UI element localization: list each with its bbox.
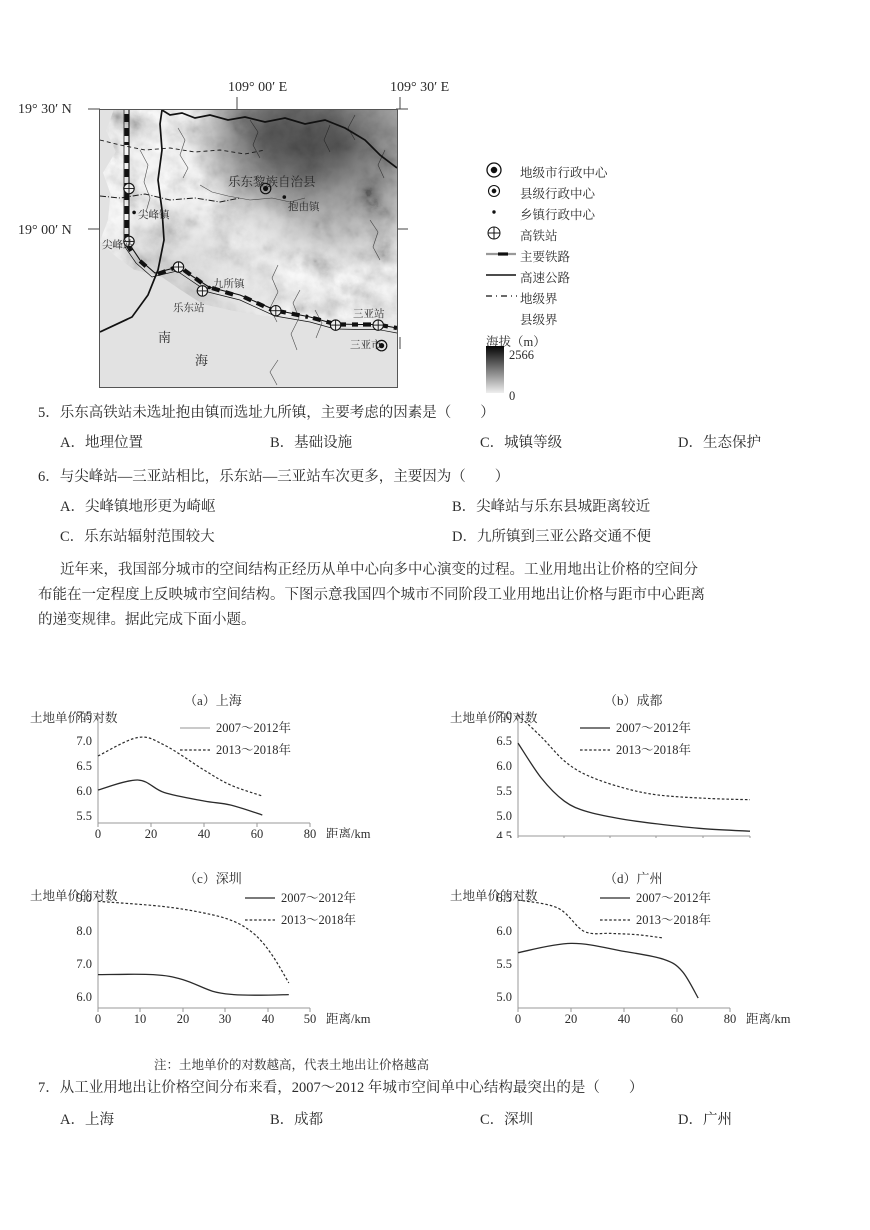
- svg-text:60: 60: [671, 1012, 684, 1026]
- svg-text:20: 20: [565, 1012, 578, 1026]
- svg-text:2007～2012年: 2007～2012年: [281, 890, 356, 905]
- svg-text:0: 0: [95, 827, 101, 838]
- svg-text:5.0: 5.0: [496, 809, 512, 823]
- svg-text:2007～2012年: 2007～2012年: [216, 720, 291, 735]
- svg-text:距离/km: 距离/km: [746, 1012, 791, 1026]
- svg-text:5.5: 5.5: [496, 957, 512, 971]
- svg-text:80: 80: [724, 1012, 737, 1026]
- svg-text:距离/km: 距离/km: [326, 827, 371, 838]
- svg-text:5.0: 5.0: [496, 990, 512, 1004]
- svg-text:5.5: 5.5: [496, 784, 512, 798]
- svg-text:10: 10: [134, 1012, 147, 1026]
- svg-text:2013～2018年: 2013～2018年: [281, 912, 356, 927]
- svg-text:4.5: 4.5: [496, 829, 512, 838]
- svg-text:6.0: 6.0: [76, 784, 92, 798]
- svg-text:2013～2018年: 2013～2018年: [636, 912, 711, 927]
- svg-text:2013～2018年: 2013～2018年: [616, 742, 691, 757]
- svg-text:50: 50: [304, 1012, 317, 1026]
- svg-text:2007～2012年: 2007～2012年: [636, 890, 711, 905]
- svg-text:6.5: 6.5: [496, 891, 512, 905]
- svg-text:20: 20: [177, 1012, 190, 1026]
- svg-text:6.5: 6.5: [496, 734, 512, 748]
- svg-text:80: 80: [304, 827, 317, 838]
- svg-text:7.0: 7.0: [76, 957, 92, 971]
- svg-text:30: 30: [219, 1012, 232, 1026]
- svg-text:6.0: 6.0: [496, 924, 512, 938]
- svg-text:5.5: 5.5: [76, 809, 92, 823]
- svg-text:60: 60: [251, 827, 264, 838]
- svg-text:7.0: 7.0: [76, 734, 92, 748]
- svg-text:2013～2018年: 2013～2018年: [216, 742, 291, 757]
- svg-text:0: 0: [515, 1012, 521, 1026]
- svg-text:2007～2012年: 2007～2012年: [616, 720, 691, 735]
- svg-text:40: 40: [198, 827, 211, 838]
- svg-text:20: 20: [145, 827, 158, 838]
- svg-text:6.0: 6.0: [496, 759, 512, 773]
- svg-text:40: 40: [262, 1012, 275, 1026]
- svg-text:7.5: 7.5: [76, 709, 92, 723]
- svg-text:6.5: 6.5: [76, 759, 92, 773]
- svg-text:8.0: 8.0: [76, 924, 92, 938]
- svg-text:距离/km: 距离/km: [326, 1012, 371, 1026]
- svg-text:6.0: 6.0: [76, 990, 92, 1004]
- svg-text:0: 0: [95, 1012, 101, 1026]
- svg-text:7.0: 7.0: [496, 709, 512, 723]
- svg-text:9.0: 9.0: [76, 891, 92, 905]
- svg-text:40: 40: [618, 1012, 631, 1026]
